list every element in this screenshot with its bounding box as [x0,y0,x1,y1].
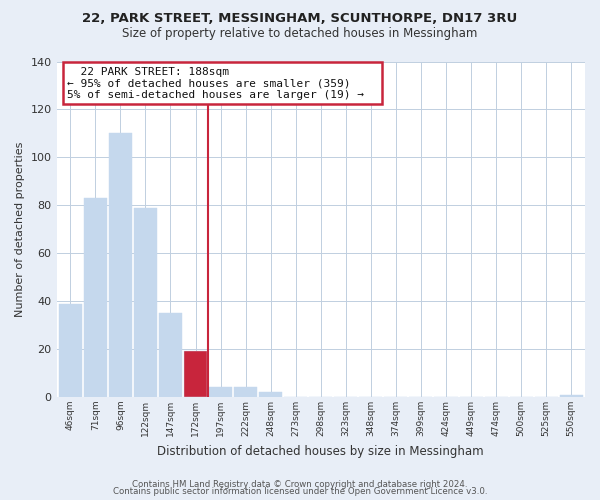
Bar [209,388,232,397]
Bar [184,352,207,397]
Bar [109,134,132,397]
Bar [159,313,182,397]
Bar [234,388,257,397]
X-axis label: Distribution of detached houses by size in Messingham: Distribution of detached houses by size … [157,444,484,458]
Text: 22 PARK STREET: 188sqm
← 95% of detached houses are smaller (359)
5% of semi-det: 22 PARK STREET: 188sqm ← 95% of detached… [67,66,377,100]
Y-axis label: Number of detached properties: Number of detached properties [15,142,25,317]
Bar [134,208,157,397]
Text: Size of property relative to detached houses in Messingham: Size of property relative to detached ho… [122,28,478,40]
Text: Contains public sector information licensed under the Open Government Licence v3: Contains public sector information licen… [113,488,487,496]
Bar [259,392,282,397]
Text: Contains HM Land Registry data © Crown copyright and database right 2024.: Contains HM Land Registry data © Crown c… [132,480,468,489]
Text: 22, PARK STREET, MESSINGHAM, SCUNTHORPE, DN17 3RU: 22, PARK STREET, MESSINGHAM, SCUNTHORPE,… [82,12,518,26]
Bar [59,304,82,397]
Bar [560,394,583,397]
Bar [84,198,107,397]
